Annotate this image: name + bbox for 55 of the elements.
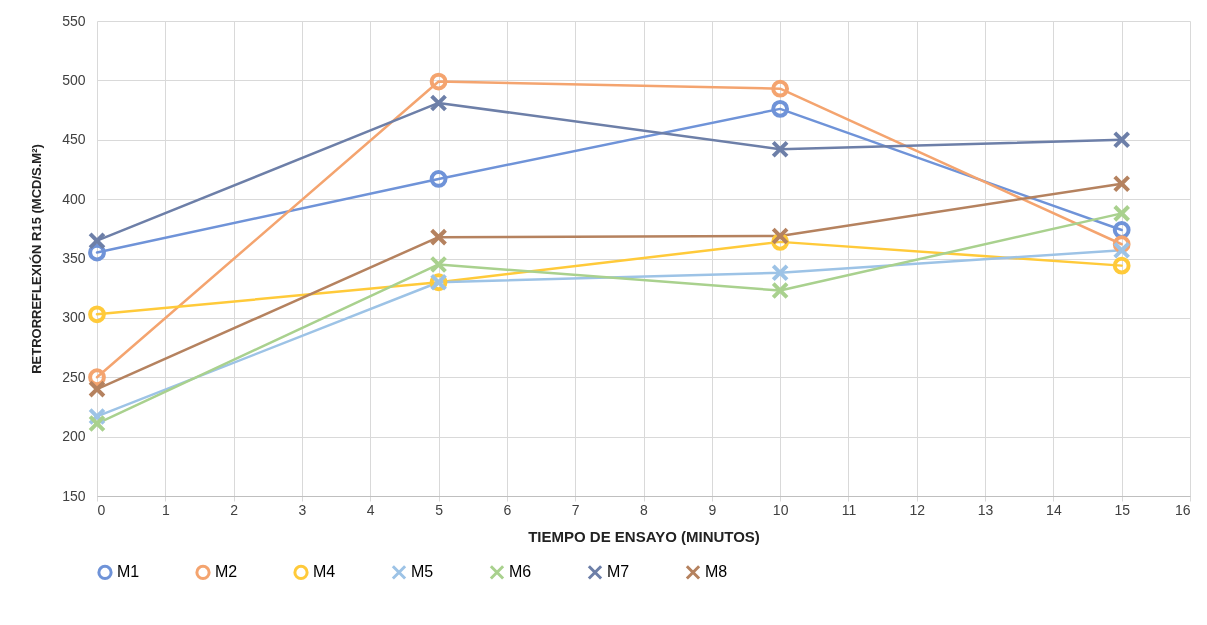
x-tick-label: 13 (977, 501, 994, 518)
legend-label: M7 (607, 563, 630, 581)
legend-label: M8 (705, 563, 728, 581)
x-tick-label: 8 (640, 501, 649, 518)
y-tick-label: 400 (62, 190, 86, 207)
point (1112, 130, 1131, 149)
point (88, 305, 106, 324)
x-tick-label: 10 (772, 501, 789, 518)
y-tick-label: 500 (62, 71, 86, 88)
point (429, 228, 448, 247)
x-tick-label: 5 (435, 501, 444, 518)
x-tick-label: 0 (97, 501, 106, 518)
point (771, 281, 790, 300)
point (88, 380, 106, 399)
x-tick-label: 15 (1114, 501, 1131, 518)
x-tick-label: 12 (909, 501, 926, 518)
x-tick-label: 11 (841, 501, 857, 518)
x-axis-title: TIEMPO DE ENSAYO (MINUTOS) (528, 527, 760, 545)
x-tick-label: 14 (1046, 501, 1062, 518)
legend-label: M5 (411, 563, 434, 581)
point (1112, 241, 1131, 260)
x-tick-label: 3 (298, 501, 307, 518)
point (771, 79, 790, 98)
point (1112, 174, 1131, 193)
y-tick-label: 250 (62, 368, 86, 385)
legend-label: M6 (509, 563, 532, 581)
point (429, 94, 448, 112)
point (88, 231, 106, 250)
point (88, 414, 106, 433)
y-tick-label: 550 (62, 12, 86, 29)
point (429, 72, 448, 91)
x-tick-label: 2 (230, 501, 239, 518)
point (771, 227, 790, 245)
x-tick-label: 16 (1174, 501, 1191, 518)
legend-label: M1 (117, 563, 140, 581)
y-tick-label: 200 (62, 428, 86, 445)
point (1112, 204, 1131, 223)
y-tick-label: 350 (62, 250, 86, 266)
point (429, 255, 448, 274)
x-tick-label: 1 (161, 501, 170, 518)
y-axis-title: RETRORREFLEXIÓN R15 (MCD/S.M²) (29, 144, 45, 374)
x-tick-label: 7 (571, 501, 580, 518)
legend-label: M4 (313, 563, 336, 581)
point (771, 140, 790, 159)
point (429, 170, 448, 188)
point (771, 100, 790, 118)
x-tick-label: 6 (503, 501, 512, 518)
x-tick-label: 4 (366, 501, 375, 518)
y-tick-label: 150 (62, 487, 86, 504)
point (1112, 256, 1131, 275)
x-tick-label: 9 (708, 501, 717, 518)
point (771, 263, 790, 282)
y-tick-label: 300 (62, 309, 86, 326)
y-tick-label: 450 (62, 131, 86, 148)
legend-label: M2 (215, 563, 238, 581)
